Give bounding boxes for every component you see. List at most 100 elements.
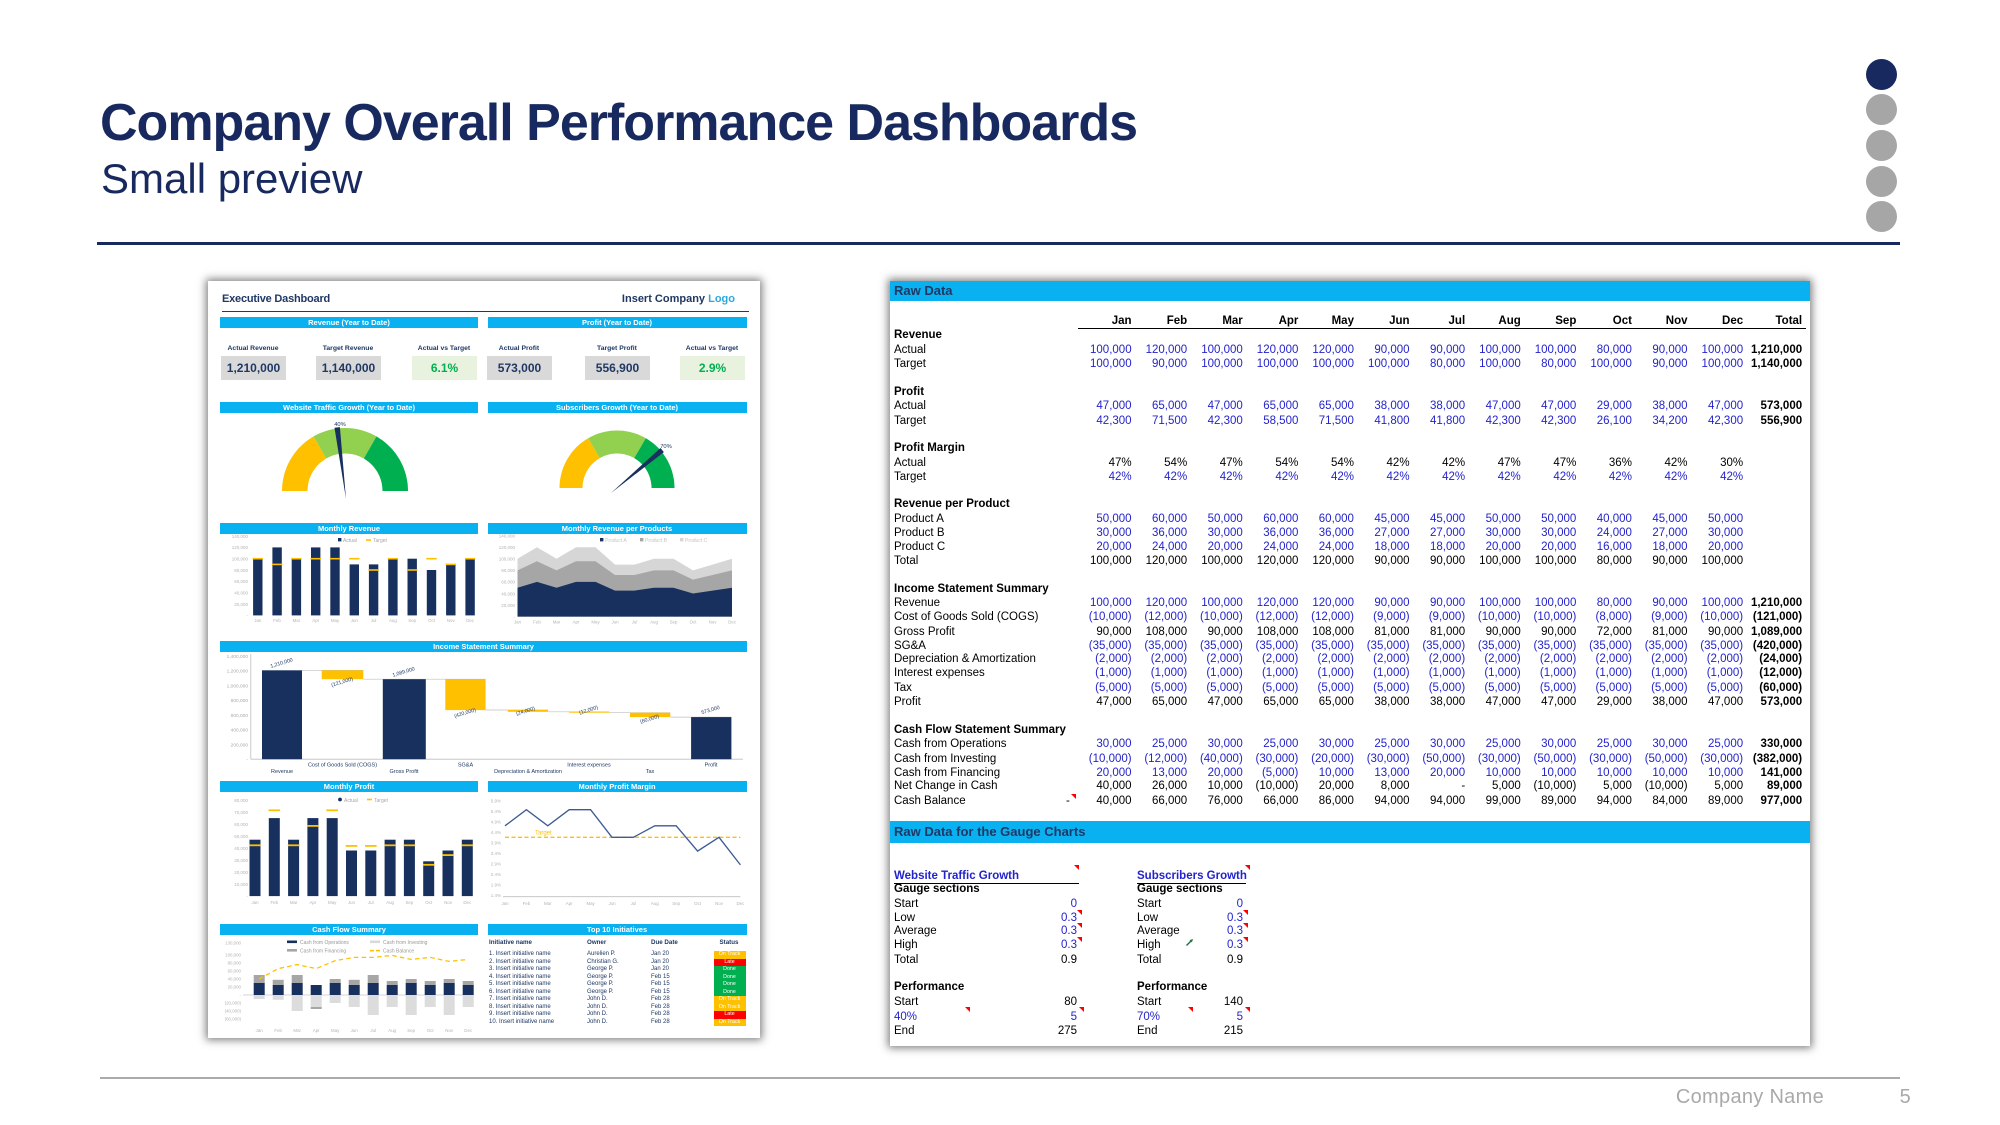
svg-text:60,000: 60,000 <box>228 969 242 974</box>
svg-text:5.9%: 5.9% <box>491 799 501 804</box>
svg-text:Profit: Profit <box>705 763 718 769</box>
svg-text:May: May <box>331 1028 340 1033</box>
svg-text:Actual: Actual <box>344 798 358 804</box>
svg-text:200,000: 200,000 <box>231 742 249 748</box>
svg-text:Oct: Oct <box>425 900 433 905</box>
svg-text:Target: Target <box>374 798 389 804</box>
svg-text:Sep: Sep <box>408 618 416 623</box>
svg-text:Jun: Jun <box>351 618 359 623</box>
svg-text:50,000: 50,000 <box>234 834 248 839</box>
svg-text:Aug: Aug <box>389 618 397 623</box>
svg-text:Jul: Jul <box>631 901 637 906</box>
svg-text:Apr: Apr <box>566 901 573 906</box>
svg-text:1,400,000: 1,400,000 <box>227 654 249 660</box>
svg-text:60,000: 60,000 <box>234 579 248 584</box>
svg-text:Feb: Feb <box>523 901 531 906</box>
svg-text:May: May <box>331 618 340 623</box>
svg-text:1,000,000: 1,000,000 <box>227 683 249 689</box>
svg-text:40,000: 40,000 <box>501 591 515 596</box>
svg-text:100,000: 100,000 <box>225 953 241 958</box>
svg-text:Cash Balance: Cash Balance <box>383 949 414 955</box>
svg-text:SG&A: SG&A <box>458 763 474 769</box>
svg-text:20,000: 20,000 <box>501 603 515 608</box>
svg-text:3.4%: 3.4% <box>491 851 501 856</box>
svg-text:Apr: Apr <box>573 620 580 625</box>
svg-text:120,000: 120,000 <box>499 545 516 550</box>
svg-text:70%: 70% <box>660 444 672 450</box>
svg-text:Product A: Product A <box>605 538 627 544</box>
svg-text:Jul: Jul <box>371 618 377 623</box>
svg-text:Feb: Feb <box>273 618 281 623</box>
svg-text:4.9%: 4.9% <box>491 820 501 825</box>
svg-text:573,000: 573,000 <box>701 705 721 716</box>
svg-text:Oct: Oct <box>428 618 436 623</box>
svg-text:70,000: 70,000 <box>234 810 248 815</box>
svg-text:Nov: Nov <box>445 1028 454 1033</box>
svg-text:-: - <box>240 993 242 998</box>
svg-text:100,000: 100,000 <box>232 557 249 562</box>
svg-text:Jun: Jun <box>348 900 356 905</box>
svg-text:-: - <box>247 894 249 899</box>
svg-text:Aug: Aug <box>386 900 394 905</box>
svg-text:May: May <box>586 901 595 906</box>
svg-text:Oct: Oct <box>427 1028 435 1033</box>
svg-text:(40,000): (40,000) <box>225 1009 242 1014</box>
svg-text:Nov: Nov <box>709 620 718 625</box>
svg-text:800,000: 800,000 <box>231 698 249 704</box>
svg-text:1,200,000: 1,200,000 <box>227 669 249 675</box>
svg-text:140,000: 140,000 <box>499 534 516 539</box>
svg-text:30,000: 30,000 <box>234 858 248 863</box>
svg-text:Cash from Operations: Cash from Operations <box>300 940 349 946</box>
svg-text:Actual: Actual <box>343 538 357 544</box>
svg-text:Jan: Jan <box>256 1028 264 1033</box>
svg-text:Apr: Apr <box>309 900 316 905</box>
svg-text:Aug: Aug <box>388 1028 396 1033</box>
svg-text:-: - <box>514 614 516 619</box>
svg-text:Product B: Product B <box>645 538 668 544</box>
svg-text:80,000: 80,000 <box>234 568 248 573</box>
svg-text:60,000: 60,000 <box>234 822 248 827</box>
svg-text:Dec: Dec <box>463 900 472 905</box>
svg-text:2.4%: 2.4% <box>491 872 501 877</box>
svg-text:40,000: 40,000 <box>234 846 248 851</box>
svg-text:Target: Target <box>373 538 388 544</box>
svg-text:Feb: Feb <box>533 620 541 625</box>
svg-text:20,000: 20,000 <box>228 985 242 990</box>
svg-text:Dec: Dec <box>728 620 737 625</box>
svg-text:400,000: 400,000 <box>231 728 249 734</box>
svg-text:Cash from Financing: Cash from Financing <box>300 949 346 955</box>
svg-text:Jun: Jun <box>351 1028 359 1033</box>
svg-text:120,000: 120,000 <box>232 545 249 550</box>
svg-text:Dec: Dec <box>466 618 475 623</box>
svg-text:10,000: 10,000 <box>234 882 248 887</box>
svg-text:Jun: Jun <box>611 620 619 625</box>
svg-text:40,000: 40,000 <box>228 977 242 982</box>
svg-text:1,089,000: 1,089,000 <box>392 666 416 679</box>
svg-text:-: - <box>246 758 248 763</box>
svg-text:Jun: Jun <box>608 901 616 906</box>
svg-text:(24,000): (24,000) <box>516 706 536 717</box>
svg-text:Sep: Sep <box>407 1028 415 1033</box>
svg-text:Depreciation & Amortization: Depreciation & Amortization <box>494 769 562 775</box>
svg-text:Mar: Mar <box>290 900 298 905</box>
svg-text:1,210,000: 1,210,000 <box>270 657 294 670</box>
svg-text:(12,000): (12,000) <box>579 705 599 716</box>
svg-text:60,000: 60,000 <box>501 580 515 585</box>
svg-text:Revenue: Revenue <box>271 769 293 775</box>
svg-text:1.9%: 1.9% <box>491 883 501 888</box>
svg-text:Apr: Apr <box>313 1028 320 1033</box>
svg-text:May: May <box>328 900 337 905</box>
svg-text:Dec: Dec <box>736 901 745 906</box>
svg-text:Mar: Mar <box>544 901 552 906</box>
svg-text:600,000: 600,000 <box>231 713 249 719</box>
svg-text:Sep: Sep <box>405 900 413 905</box>
svg-text:80,000: 80,000 <box>234 798 248 803</box>
svg-text:Apr: Apr <box>312 618 319 623</box>
svg-text:40,000: 40,000 <box>234 591 248 596</box>
svg-text:Jul: Jul <box>632 620 638 625</box>
svg-text:Feb: Feb <box>274 1028 282 1033</box>
svg-text:20,000: 20,000 <box>234 602 248 607</box>
svg-text:Cash from Investing: Cash from Investing <box>383 940 428 946</box>
svg-text:Jan: Jan <box>501 901 509 906</box>
svg-text:Nov: Nov <box>444 900 453 905</box>
